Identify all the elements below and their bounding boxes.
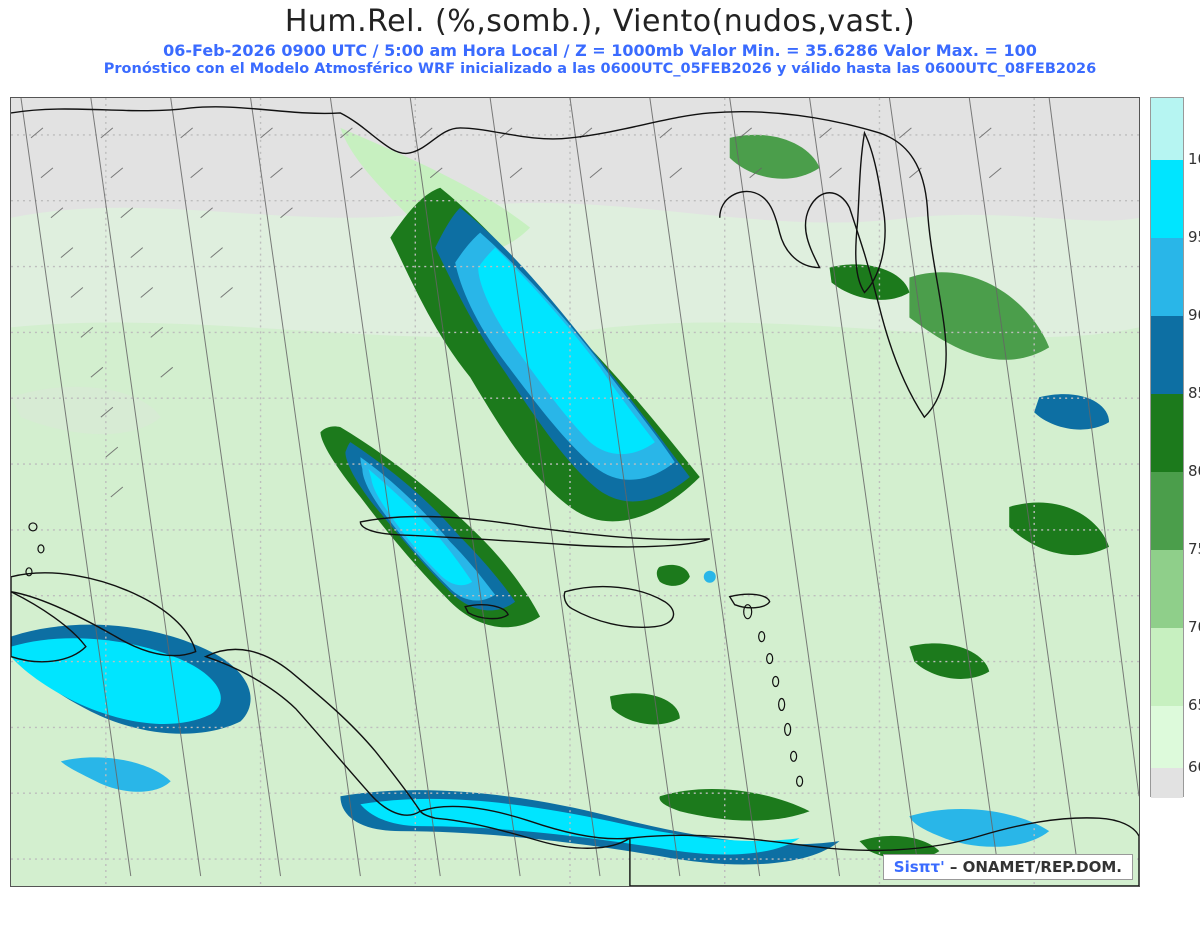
- logo-sis-text: Sis: [894, 858, 919, 876]
- colorbar-tick-95[interactable]: 95: [1188, 228, 1200, 246]
- colorbar-tick-90[interactable]: 90: [1188, 306, 1200, 324]
- map-title: Hum.Rel. (%,somb.), Viento(nudos,vast.): [0, 4, 1200, 39]
- logo-source-text: – ONAMET/REP.DOM.: [950, 858, 1122, 876]
- colorbar-segment-95-100[interactable]: [1151, 160, 1183, 238]
- colorbar-gradient[interactable]: [1150, 97, 1184, 797]
- colorbar-tick-75[interactable]: 75: [1188, 540, 1200, 558]
- colorbar-segment-90-95[interactable]: [1151, 238, 1183, 316]
- logo-pi-text: πτ': [919, 858, 945, 876]
- colorbar-tick-65[interactable]: 65: [1188, 696, 1200, 714]
- colorbar-legend[interactable]: 100 95 90 85 80 75 70 65 60: [1150, 97, 1184, 887]
- colorbar-segment-85-90[interactable]: [1151, 316, 1183, 394]
- colorbar-segment-60-65[interactable]: [1151, 706, 1183, 768]
- map-subtitle-line2: Pronóstico con el Modelo Atmosférico WRF…: [0, 61, 1200, 77]
- colorbar-segment-70-75[interactable]: [1151, 550, 1183, 628]
- map-header: Hum.Rel. (%,somb.), Viento(nudos,vast.) …: [0, 4, 1200, 77]
- map-canvas[interactable]: 30N 28N 26N 24N 22N 20N 18N 16N 14N 12N …: [10, 97, 1140, 887]
- map-svg: [11, 98, 1139, 886]
- colorbar-segment-above100[interactable]: [1151, 98, 1183, 160]
- colorbar-segment-65-70[interactable]: [1151, 628, 1183, 706]
- map-subtitle-line1: 06-Feb-2026 0900 UTC / 5:00 am Hora Loca…: [0, 41, 1200, 60]
- colorbar-tick-100[interactable]: 100: [1188, 150, 1200, 168]
- colorbar-segment-below60[interactable]: [1151, 768, 1183, 798]
- colorbar-tick-85[interactable]: 85: [1188, 384, 1200, 402]
- colorbar-segment-80-85[interactable]: [1151, 394, 1183, 472]
- colorbar-tick-70[interactable]: 70: [1188, 618, 1200, 636]
- colorbar-tick-60[interactable]: 60: [1188, 758, 1200, 776]
- data-source-logo[interactable]: Sisπτ' – ONAMET/REP.DOM.: [883, 854, 1133, 880]
- colorbar-segment-75-80[interactable]: [1151, 472, 1183, 550]
- colorbar-tick-80[interactable]: 80: [1188, 462, 1200, 480]
